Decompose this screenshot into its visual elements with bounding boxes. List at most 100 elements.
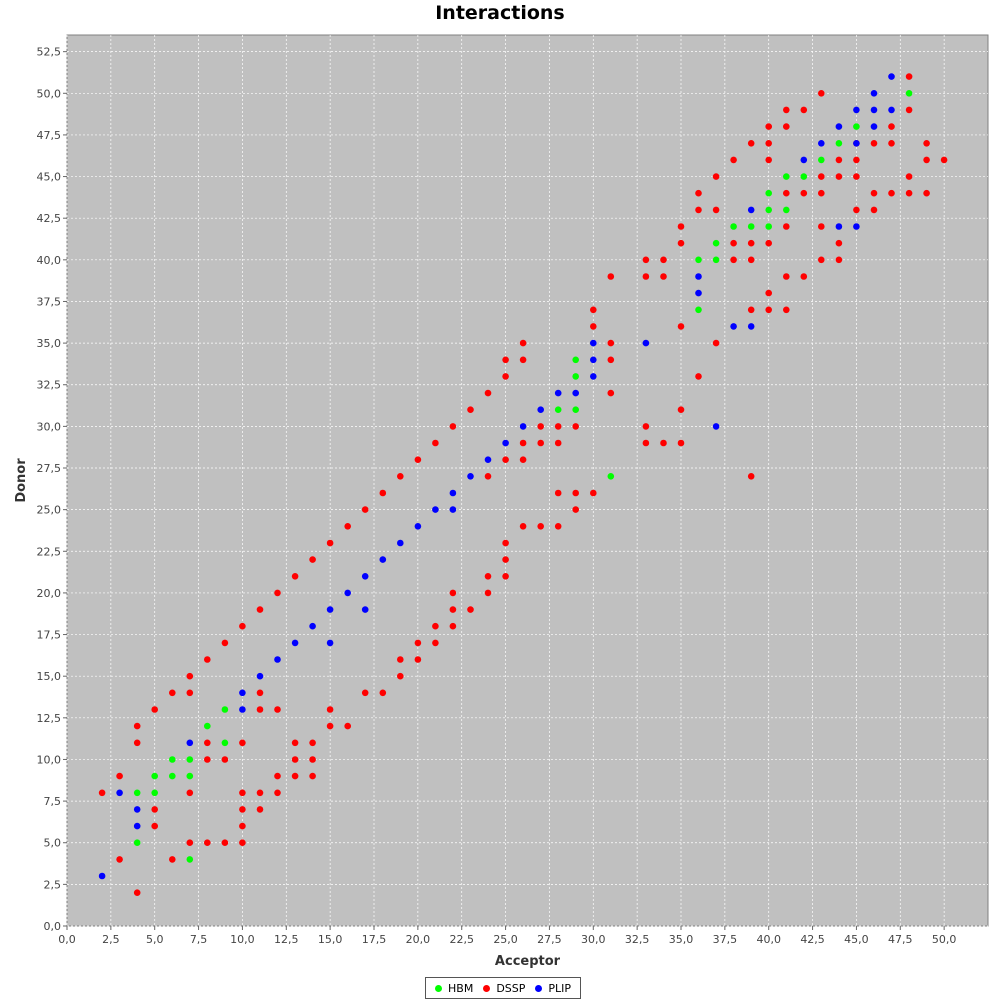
point-dssp bbox=[344, 722, 352, 730]
point-dssp bbox=[432, 639, 439, 647]
point-dssp bbox=[747, 239, 755, 247]
legend-marker-hbm-icon bbox=[435, 984, 442, 992]
point-dssp bbox=[695, 373, 702, 380]
point-dssp bbox=[695, 189, 702, 197]
point-hbm bbox=[572, 406, 579, 414]
y-tick-label: 20,0 bbox=[37, 587, 62, 600]
y-tick-label: 27,5 bbox=[37, 462, 62, 475]
point-hbm bbox=[221, 706, 229, 713]
point-dssp bbox=[204, 839, 211, 846]
point-dssp bbox=[151, 822, 158, 830]
y-axis-title: Donor bbox=[14, 458, 29, 503]
x-tick-label: 10,0 bbox=[230, 933, 255, 946]
point-hbm bbox=[186, 772, 194, 780]
point-dssp bbox=[221, 639, 229, 647]
point-dssp bbox=[677, 406, 685, 414]
point-dssp bbox=[783, 273, 790, 280]
point-dssp bbox=[186, 839, 194, 846]
x-tick-label: 22,5 bbox=[449, 933, 474, 946]
point-dssp bbox=[186, 689, 194, 697]
point-plip bbox=[502, 439, 509, 447]
legend-item-hbm: HBM bbox=[435, 982, 473, 995]
data-points bbox=[98, 73, 948, 896]
point-dssp bbox=[449, 606, 457, 613]
point-plip bbox=[449, 489, 457, 497]
point-dssp bbox=[695, 206, 702, 214]
point-dssp bbox=[765, 123, 772, 130]
point-dssp bbox=[519, 356, 527, 364]
point-dssp bbox=[326, 539, 334, 547]
point-plip bbox=[432, 506, 439, 513]
point-dssp bbox=[783, 189, 790, 197]
point-dssp bbox=[449, 589, 457, 597]
point-plip bbox=[853, 223, 860, 230]
point-dssp bbox=[853, 206, 860, 214]
point-dssp bbox=[467, 406, 474, 414]
point-plip bbox=[133, 806, 141, 813]
point-dssp bbox=[151, 806, 158, 813]
x-tick-label: 45,0 bbox=[844, 933, 869, 946]
point-hbm bbox=[572, 373, 579, 380]
y-tick-label: 37,5 bbox=[37, 295, 62, 308]
point-dssp bbox=[309, 772, 316, 780]
point-dssp bbox=[116, 772, 123, 780]
legend-marker-plip-icon bbox=[535, 984, 543, 992]
point-plip bbox=[888, 106, 895, 114]
point-dssp bbox=[291, 573, 299, 580]
point-dssp bbox=[256, 706, 264, 713]
point-dssp bbox=[572, 506, 579, 513]
point-dssp bbox=[590, 323, 597, 330]
point-hbm bbox=[572, 356, 579, 364]
y-tick-label: 2,5 bbox=[44, 878, 62, 891]
point-dssp bbox=[642, 439, 650, 447]
point-dssp bbox=[923, 156, 930, 164]
point-dssp bbox=[519, 523, 527, 530]
point-dssp bbox=[537, 523, 544, 530]
point-dssp bbox=[326, 706, 334, 713]
y-tick-label: 35,0 bbox=[37, 337, 62, 350]
y-tick-label: 30,0 bbox=[37, 420, 62, 433]
point-plip bbox=[519, 423, 527, 430]
point-dssp bbox=[502, 556, 509, 563]
point-dssp bbox=[905, 73, 913, 80]
point-dssp bbox=[151, 706, 158, 713]
point-dssp bbox=[765, 156, 772, 164]
x-tick-label: 35,0 bbox=[669, 933, 694, 946]
point-plip bbox=[853, 106, 860, 114]
point-plip bbox=[695, 289, 702, 297]
point-dssp bbox=[256, 806, 264, 813]
point-plip bbox=[870, 90, 878, 97]
legend-label-dssp: DSSP bbox=[496, 981, 526, 995]
point-plip bbox=[835, 223, 843, 230]
point-plip bbox=[239, 706, 246, 713]
point-dssp bbox=[607, 273, 615, 280]
point-dssp bbox=[730, 256, 737, 264]
point-hbm bbox=[818, 156, 825, 164]
point-dssp bbox=[818, 90, 825, 97]
point-dssp bbox=[274, 772, 281, 780]
point-hbm bbox=[765, 189, 772, 197]
x-tick-label: 25,0 bbox=[493, 933, 518, 946]
point-dssp bbox=[379, 689, 387, 697]
point-dssp bbox=[747, 256, 755, 264]
point-plip bbox=[800, 156, 808, 164]
point-plip bbox=[730, 323, 737, 330]
point-dssp bbox=[660, 256, 667, 264]
y-tick-label: 25,0 bbox=[37, 504, 62, 517]
point-dssp bbox=[730, 156, 737, 164]
point-hbm bbox=[853, 123, 860, 130]
point-dssp bbox=[239, 806, 246, 813]
point-dssp bbox=[274, 589, 281, 597]
y-tick-label: 45,0 bbox=[37, 171, 62, 184]
point-dssp bbox=[361, 689, 369, 697]
point-plip bbox=[712, 423, 720, 430]
point-hbm bbox=[747, 223, 755, 230]
point-hbm bbox=[169, 756, 176, 763]
point-dssp bbox=[642, 423, 650, 430]
point-dssp bbox=[712, 206, 720, 214]
point-hbm bbox=[607, 473, 615, 480]
point-dssp bbox=[923, 189, 930, 197]
y-tick-label: 7,5 bbox=[44, 795, 62, 808]
point-dssp bbox=[256, 689, 264, 697]
point-dssp bbox=[853, 156, 860, 164]
